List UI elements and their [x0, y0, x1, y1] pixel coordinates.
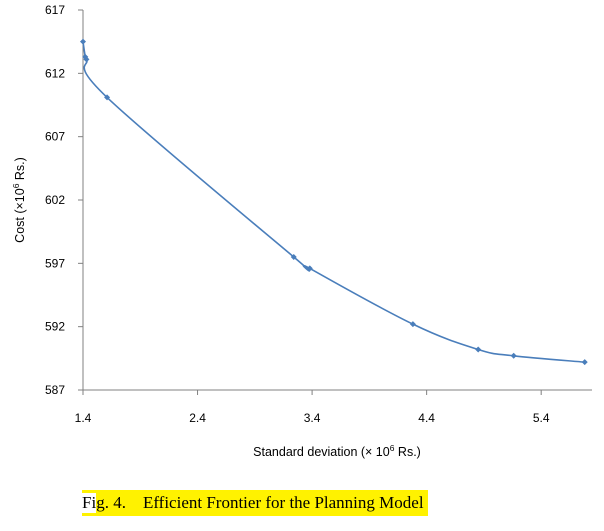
- data-point: [409, 321, 416, 328]
- series-layer: [80, 38, 588, 366]
- data-point: [83, 56, 90, 63]
- series-line: [82, 41, 585, 363]
- data-point: [290, 254, 297, 260]
- figure-caption: Fi g. 4. Efficient Frontier for the Plann…: [82, 490, 428, 516]
- chart: 617 612 607 602 597 592 587 1.4 2.4 3.4 4.4 5.4 St…: [11, 3, 592, 459]
- x-tick-label: 1.4: [75, 411, 92, 425]
- y-tick-label: 607: [45, 130, 65, 144]
- data-point: [80, 38, 86, 45]
- data-point: [510, 352, 517, 359]
- y-axis-title: Cost (×106 Rs.): [11, 157, 27, 243]
- y-tick-label: 597: [45, 256, 65, 270]
- y-tick-label: 587: [45, 383, 65, 397]
- x-tick-label: 2.4: [189, 411, 206, 425]
- x-axis-title: Standard deviation (× 106 Rs.): [253, 443, 421, 459]
- x-tick-label: 5.4: [533, 411, 550, 425]
- x-tick-label: 4.4: [418, 411, 435, 425]
- data-point: [581, 359, 588, 366]
- caption-prefix: Fi: [82, 493, 97, 513]
- y-tick-label: 592: [45, 320, 65, 334]
- x-tick-label: 3.4: [304, 411, 321, 425]
- x-ticks: 1.4 2.4 3.4 4.4 5.4: [75, 390, 550, 425]
- data-point: [475, 346, 482, 353]
- data-point: [104, 94, 111, 101]
- data-point: [306, 265, 313, 272]
- y-tick-label: 617: [45, 3, 65, 17]
- axes: [82, 10, 592, 391]
- y-tick-label: 602: [45, 193, 65, 207]
- caption-text: g. 4. Efficient Frontier for the Plannin…: [96, 493, 424, 512]
- y-tick-label: 612: [45, 66, 65, 80]
- y-ticks: 617 612 607 602 597 592 587: [45, 3, 83, 397]
